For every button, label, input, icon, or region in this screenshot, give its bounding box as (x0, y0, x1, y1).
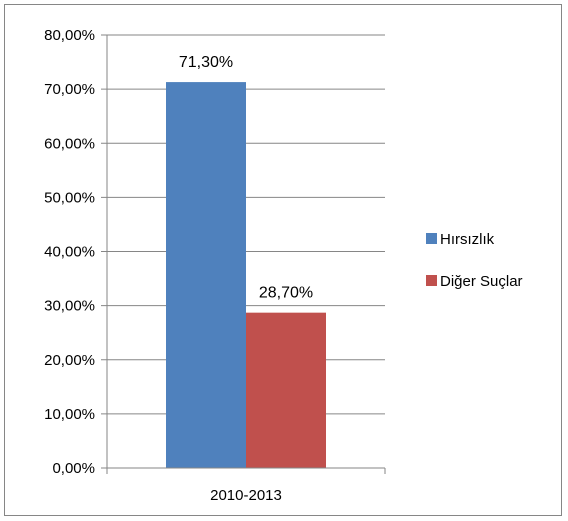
y-tick-label: 30,00% (44, 298, 95, 315)
bar (246, 312, 326, 468)
y-tick-label: 80,00% (44, 27, 95, 44)
y-axis-ticks: 0,00% 10,00% 20,00% 30,00% 40,00% 50,00% 60,00… (44, 27, 107, 477)
bar-data-label: 28,70% (259, 285, 313, 302)
bars (166, 82, 326, 469)
y-tick-label: 50,00% (44, 189, 95, 206)
legend-label: Hırsızlık (440, 231, 495, 248)
x-axis-ticks: 2010-2013 (106, 468, 386, 504)
legend-label: Diğer Suçlar (440, 273, 523, 290)
bar-data-label: 71,30% (179, 54, 233, 71)
data-labels: 71,30% 28,70% (179, 54, 313, 302)
x-tick-label: 2010-2013 (210, 487, 282, 504)
legend: Hırsızlık Diğer Suçlar (426, 231, 523, 290)
y-tick-label: 40,00% (44, 244, 95, 261)
y-tick-label: 0,00% (52, 460, 95, 477)
legend-swatch (426, 233, 437, 244)
bar (166, 82, 246, 469)
y-tick-label: 20,00% (44, 352, 95, 369)
y-tick-label: 10,00% (44, 406, 95, 423)
legend-swatch (426, 275, 437, 286)
y-tick-label: 70,00% (44, 81, 95, 98)
y-tick-label: 60,00% (44, 135, 95, 152)
